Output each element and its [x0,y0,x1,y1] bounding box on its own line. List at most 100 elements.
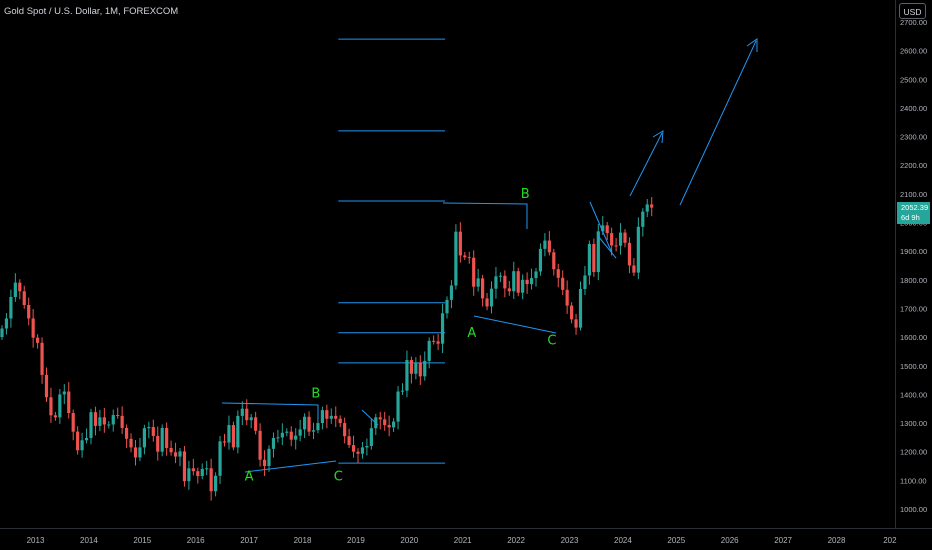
range-2017-top-line[interactable] [221,402,319,419]
candle-body [650,204,654,208]
candle-body [529,278,534,285]
candle-body [516,271,520,293]
candle-body [120,415,124,428]
candle-body [22,291,26,306]
candle-body [365,445,369,448]
candle-body [543,240,547,249]
candle-body [472,257,476,287]
candle-body [31,318,35,338]
candle-body [525,279,529,285]
candle-body [587,243,591,276]
symbol-title: Gold Spot / U.S. Dollar, 1M, FOREXCOM [4,6,179,17]
wave-label: A [467,326,476,341]
candle-body [427,340,431,361]
price-tick-label: 2300.00 [900,133,927,142]
projection-arrow-2-shaft[interactable] [679,40,757,206]
last-price-tag: 2052.39 6d 9h [897,202,930,224]
projection-arrow-1-shaft[interactable] [629,132,663,197]
candle-body [521,279,525,293]
candle-body [605,225,609,234]
candle-body [547,240,551,253]
time-tick-label: 2024 [614,536,632,545]
candle-body [463,255,467,258]
candle-body [182,451,187,482]
candle-body [125,427,129,439]
candle-body [44,374,49,398]
candle-body [481,278,485,299]
currency-button[interactable]: USD [899,3,926,19]
candle-body [169,447,173,453]
candle-body [200,468,204,477]
price-tick-label: 1400.00 [900,390,927,399]
candle-body [254,417,258,431]
candle-body [133,447,138,458]
time-axis[interactable]: 2013 2014 2015 2016 2017 2018 2019 2020 2021 2022… [27,536,898,545]
range-2017-bottom-line[interactable] [244,460,337,473]
small-channel-line[interactable] [361,409,379,426]
candle-body [449,285,454,300]
range-2021-top-line[interactable] [442,202,528,229]
candle-body [173,452,178,457]
candle-body [111,415,115,425]
candle-body [618,232,623,246]
candle-body [601,225,605,232]
time-tick-label: 2027 [774,536,792,545]
time-tick-label: 2026 [721,536,739,545]
triangle-lower-line[interactable] [597,235,617,259]
price-tick-label: 1300.00 [900,419,927,428]
candle-body [231,425,235,448]
projection-arrow-1-head[interactable] [652,130,664,144]
candle-body [227,425,231,443]
candle-body [71,413,75,432]
candle-body [423,360,427,377]
candle-body [9,296,13,319]
time-tick-label: 2022 [507,536,525,545]
time-tick-label: 2018 [294,536,312,545]
candle-body [298,429,302,436]
candle-body [4,318,9,329]
candle-body [494,276,498,289]
triangle-upper-line[interactable] [589,201,613,254]
candle-body [534,271,538,279]
candle-body [476,278,480,287]
candle-body [280,432,284,438]
candle-body [307,416,311,432]
price-axis[interactable]: 1000.00 1100.00 1200.00 1300.00 1400.00 1500.… [900,18,927,514]
candle-body [129,438,133,448]
candle-body [556,269,560,278]
price-tick-label: 1200.00 [900,448,927,457]
candle-body [387,425,391,428]
candle-body [178,451,182,457]
candle-body [383,419,387,426]
price-tick-label: 1500.00 [900,362,927,371]
candle-body [151,427,155,436]
candle-body [218,441,222,476]
projection-arrow-2-head[interactable] [746,38,758,52]
candle-body [89,412,93,438]
trend-drawings[interactable] [221,38,758,473]
candle-body [432,340,436,342]
candle-body [320,410,324,424]
candle-body [156,435,160,452]
candle-body [369,428,373,446]
horizontal-levels[interactable] [338,38,446,464]
candle-body [347,436,351,446]
candle-body [267,448,271,467]
candle-body [561,277,565,290]
candle-body [623,232,627,243]
price-tick-label: 1600.00 [900,333,927,342]
candle-body [294,435,298,440]
time-tick-label: 2015 [133,536,151,545]
price-tick-label: 2400.00 [900,104,927,113]
wave-label: B [521,187,530,202]
candle-body [392,421,396,428]
candle-body [0,328,4,338]
candle-body [583,275,587,289]
candle-body [632,265,636,273]
range-2021-bottom-line[interactable] [473,315,557,334]
candle-body [507,288,511,292]
wave-label: C [547,333,556,348]
candle-body [165,427,169,448]
candle-body [458,231,462,256]
